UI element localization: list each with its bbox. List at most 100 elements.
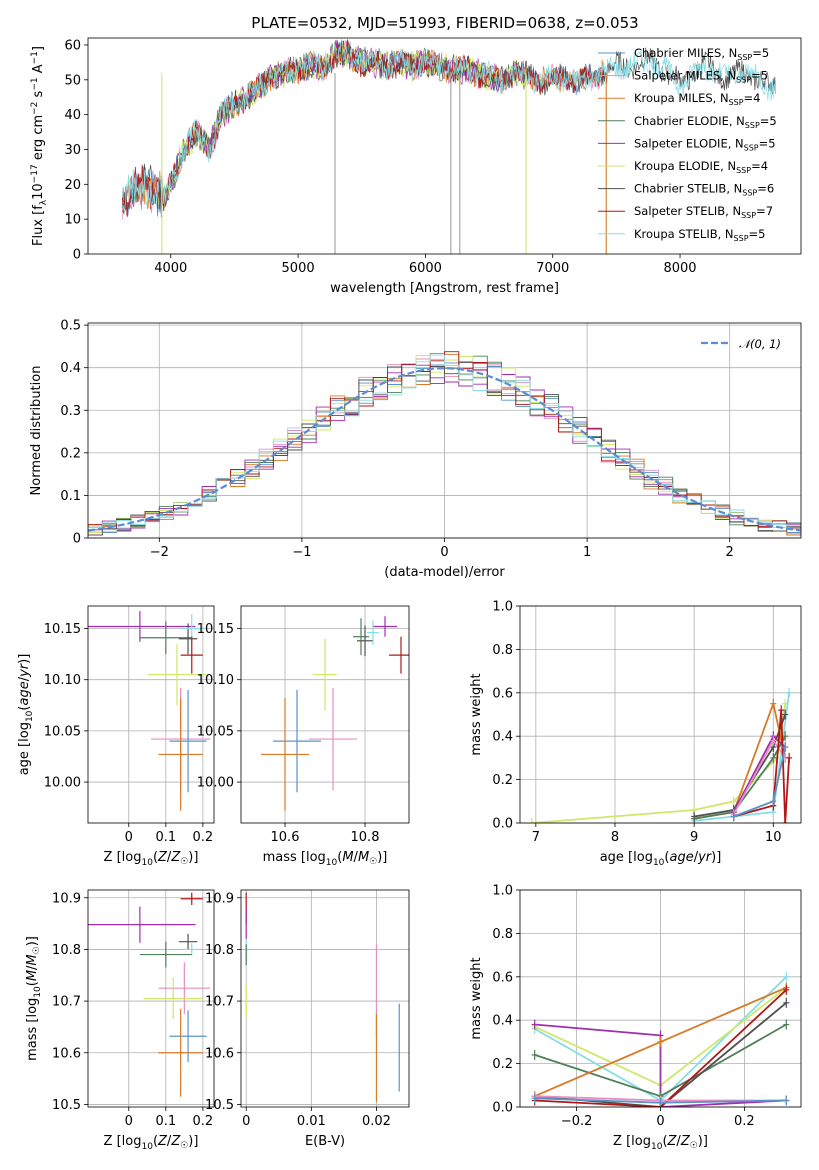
y-axis-label: Normed distribution [29,366,44,496]
y-tick-label: 10.8 [52,943,81,958]
y-axis-label-part: erg cm [31,115,46,164]
y-tick-label: 0.2 [492,773,513,788]
y-tick-label: 10.5 [205,1098,234,1113]
y-tick-label: 10.05 [44,724,81,739]
x-axis-label-text: mass [log [263,850,326,865]
axes-frame [87,605,215,824]
x-tick-label: 9 [690,830,698,845]
x-axis-label-tail: (M/M☉)] [337,850,387,867]
y-axis-label-part: s [31,90,46,101]
axes-frame [87,889,215,1108]
x-axis-label: E(B-V) [305,1134,345,1149]
y-tick-label: 50 [64,73,81,88]
error-bar-point [389,636,409,674]
x-axis-label-tail: (Z/Z☉)] [153,850,199,867]
y-tick-label: 0.6 [492,686,513,701]
error-bar-point [184,943,200,956]
axes-frame [240,889,410,1108]
legend-sub: SSP [736,76,751,85]
legend-value: =5 [752,46,769,60]
legend-value: =5 [759,136,776,150]
axes-frame [87,322,802,539]
y-axis-label-part: λ [39,199,49,205]
error-bar-point [373,616,397,637]
y-axis-label: Flux [fλ10−17 erg cm−2 s−1 A−1] [30,46,49,246]
legend-entry: Kroupa STELIB, NSSP=5 [634,227,765,243]
normal-curve [87,367,802,532]
y-tick-label: 0.1 [60,489,81,504]
y-tick-label: 60 [64,38,81,53]
x-axis-label-text: (data-model)/error [384,565,505,580]
legend-value: =5 [751,69,768,83]
y-tick-label: 10.8 [205,943,234,958]
legend-value: =6 [757,182,774,196]
y-axis-label: mass weight [469,673,484,755]
mass-vs-metallicity-panel: 0 0.1 0.210.510.610.710.810.9Z [log10(Z/Z☉… [25,889,215,1152]
x-tick-label: −2 [150,545,169,560]
axes-frame [519,889,802,1108]
x-axis-label: (data-model)/error [384,565,505,580]
legend-entry: Salpeter STELIB, NSSP=7 [634,204,773,220]
figure-title: PLATE=0532, MJD=51993, FIBERID=0638, z=0… [251,14,638,32]
x-axis-label-sub: 10 [653,858,665,868]
x-axis-label-text: age [log [600,850,653,865]
y-axis-label-part: −17 [30,164,40,183]
y-axis-label: mass weight [469,957,484,1039]
legend-sub: SSP [734,234,749,243]
x-axis-label-sub: 10 [141,858,153,868]
x-tick-label: 0 [656,1114,664,1129]
x-tick-label: 6000 [409,261,442,276]
legend-label: Salpeter ELODIE, N [634,136,744,150]
x-tick-label: 10.6 [271,830,300,845]
x-axis-label-sub: 10 [326,858,338,868]
y-axis-label-tail: (M/M☉)] [25,936,42,986]
y-axis-label-text: Normed distribution [29,366,44,496]
y-tick-label: 10.10 [44,673,81,688]
y-tick-label: 10.00 [197,776,234,791]
legend-label: Kroupa STELIB, N [634,227,734,241]
x-tick-label: 0 [440,545,448,560]
legend-sub: SSP [742,189,757,198]
legend-entry: Kroupa MILES, NSSP=4 [634,91,760,107]
legend-sub: SSP [737,53,752,62]
legend-entry: Kroupa ELODIE, NSSP=4 [634,159,768,175]
error-bar-point [169,689,207,793]
y-tick-label: 10.6 [205,1046,234,1061]
y-axis-label-part: −2 [30,102,40,115]
x-tick-label: 8 [611,830,619,845]
x-axis-label: Z [log10(Z/Z☉)] [613,1134,708,1152]
x-axis-label: Z [log10(Z/Z☉)] [104,850,199,868]
error-bar-point [139,621,192,655]
legend-sub: SSP [741,211,756,220]
x-tick-label: 7 [532,830,540,845]
x-tick-label: 7000 [536,261,569,276]
x-axis-label-text: Z [log [613,1134,651,1149]
age-vs-mass-panel: 10.6 10.8 10.00 10.05 10.10 10.15 mass [log10(… [197,605,410,868]
axes-frame [240,605,410,824]
x-axis-label-tail: (age/yr)] [664,850,721,865]
error-bar-point [273,689,321,793]
y-axis-label-tail: (age/yr)] [17,654,32,711]
y-tick-label: 0.2 [60,446,81,461]
error-bar-point [169,1010,207,1063]
error-bar-point [88,906,196,943]
y-axis-label-part: ] [31,46,46,51]
axes-frame [519,605,802,824]
y-tick-label: 10.7 [205,995,234,1010]
y-tick-label: 0.8 [492,643,513,658]
x-axis-label-text: wavelength [Angstrom, rest frame] [330,281,559,296]
y-tick-label: 0.0 [492,817,513,832]
spectrum-line [122,38,776,211]
x-tick-label: 5000 [282,261,315,276]
weights-vs-metallicity-panel: −0.2 0 0.2 0.0 0.2 0.4 0.6 0.8 1.0 Z [log10(Z/Z☉)… [469,884,802,1152]
x-tick-label: 2 [726,545,734,560]
legend-value: =5 [760,114,777,128]
error-bar-point [261,698,309,811]
x-tick-label: 0.2 [193,1114,214,1129]
y-tick-label: 10.5 [52,1098,81,1113]
y-tick-label: 40 [64,108,81,123]
error-bar-point [88,611,196,642]
legend-label: Kroupa MILES, N [634,91,729,105]
